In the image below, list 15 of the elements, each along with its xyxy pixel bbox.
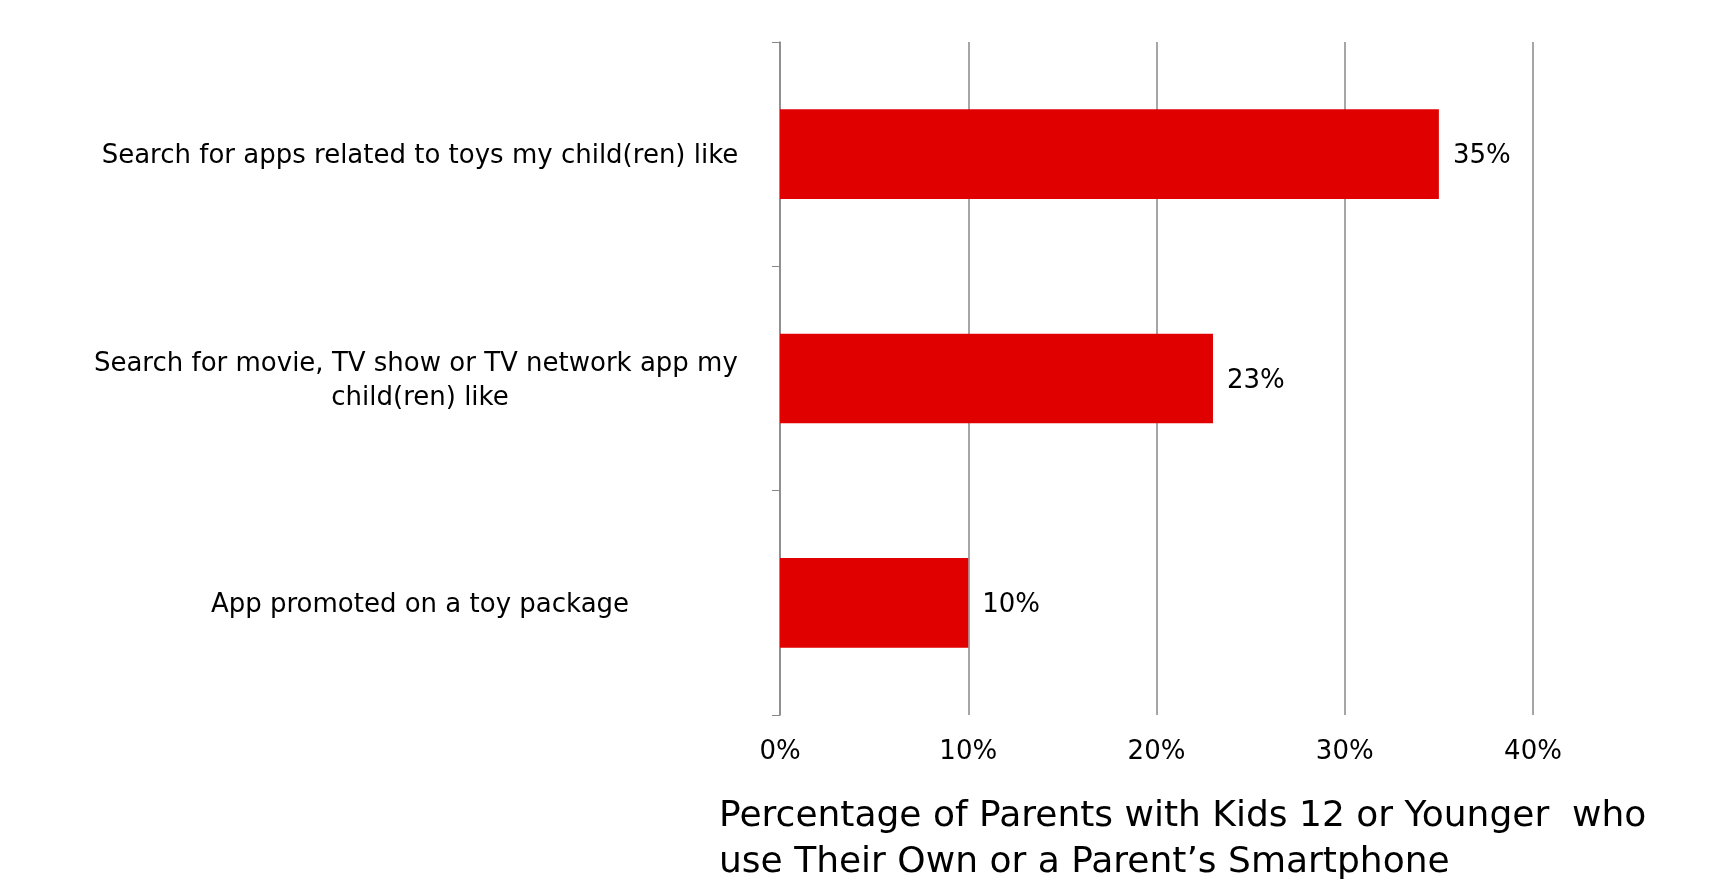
data-label: 35% — [1452, 139, 1511, 170]
y-tick-label: Search for movie, TV show or TV network app my child(ren) like — [93, 346, 747, 411]
x-tick-label: 10% — [939, 735, 998, 765]
x-tick-label: 20% — [1127, 735, 1186, 765]
bar — [780, 109, 1439, 200]
data-label: 10% — [982, 587, 1041, 618]
x-tick-label: 0% — [759, 735, 801, 765]
x-axis-title: Percentage of Parents with Kids 12 or Younger who use Their Own or a Parent’s Smartphone — [719, 792, 1647, 880]
data-label: 23% — [1226, 363, 1285, 394]
x-tick-label: 30% — [1315, 735, 1374, 765]
y-tick-label: Search for apps related to toys my child(ren) like — [101, 139, 739, 170]
y-tick-label: App promoted on a toy package — [210, 587, 630, 618]
bar — [780, 557, 969, 648]
x-tick-label: 40% — [1504, 735, 1562, 765]
bar — [780, 333, 1213, 424]
